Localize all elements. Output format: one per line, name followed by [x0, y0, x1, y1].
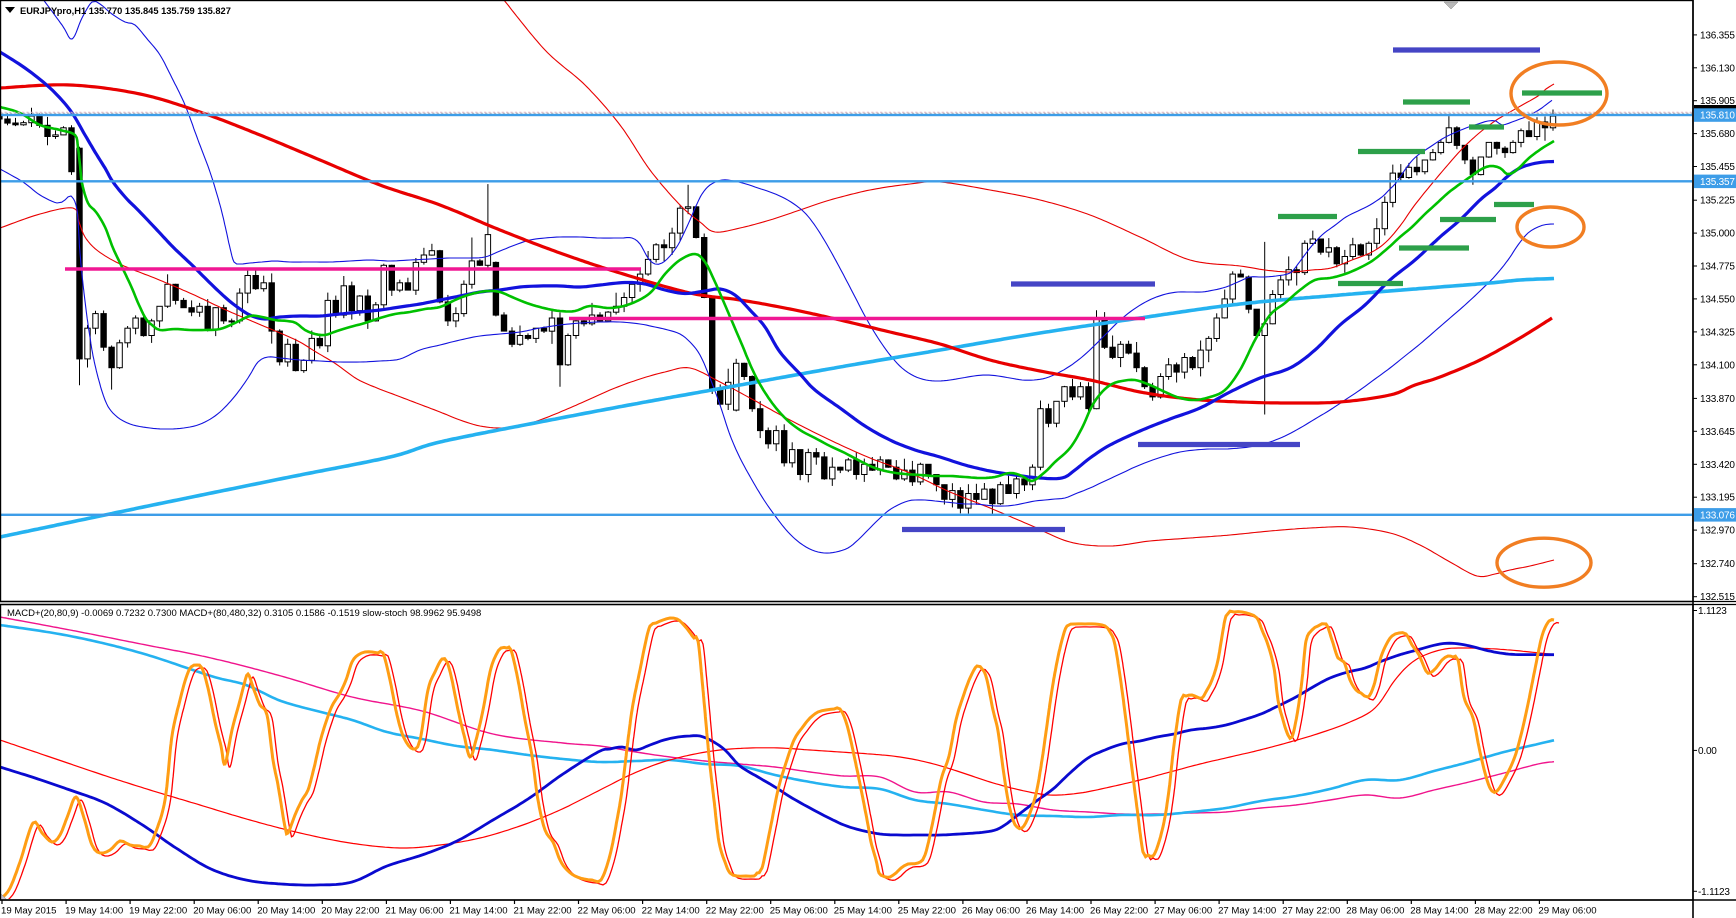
- svg-text:135.225: 135.225: [1700, 196, 1735, 207]
- svg-text:133.076: 133.076: [1700, 510, 1735, 521]
- svg-text:132.970: 132.970: [1700, 526, 1735, 537]
- svg-text:27 May 22:00: 27 May 22:00: [1282, 906, 1340, 917]
- svg-text:132.515: 132.515: [1700, 592, 1735, 603]
- svg-text:25 May 14:00: 25 May 14:00: [834, 906, 892, 917]
- svg-text:134.775: 134.775: [1700, 262, 1735, 273]
- svg-text:135.000: 135.000: [1700, 229, 1735, 240]
- svg-text:133.420: 133.420: [1700, 460, 1735, 471]
- svg-text:135.680: 135.680: [1700, 129, 1735, 140]
- svg-text:22 May 22:00: 22 May 22:00: [706, 906, 764, 917]
- svg-text:28 May 22:00: 28 May 22:00: [1474, 906, 1532, 917]
- svg-text:27 May 06:00: 27 May 06:00: [1154, 906, 1212, 917]
- svg-text:134.100: 134.100: [1700, 360, 1735, 371]
- svg-text:26 May 06:00: 26 May 06:00: [962, 906, 1020, 917]
- svg-text:22 May 06:00: 22 May 06:00: [578, 906, 636, 917]
- svg-text:25 May 06:00: 25 May 06:00: [770, 906, 828, 917]
- svg-text:134.325: 134.325: [1700, 327, 1735, 338]
- svg-text:21 May 22:00: 21 May 22:00: [514, 906, 572, 917]
- svg-text:27 May 14:00: 27 May 14:00: [1218, 906, 1276, 917]
- svg-text:20 May 14:00: 20 May 14:00: [257, 906, 315, 917]
- svg-text:133.195: 133.195: [1700, 493, 1735, 504]
- svg-text:21 May 14:00: 21 May 14:00: [449, 906, 507, 917]
- svg-text:133.645: 133.645: [1700, 427, 1735, 438]
- svg-text:135.357: 135.357: [1700, 177, 1735, 188]
- svg-text:20 May 22:00: 20 May 22:00: [321, 906, 379, 917]
- svg-text:-1.1123: -1.1123: [1698, 887, 1730, 898]
- svg-text:22 May 14:00: 22 May 14:00: [642, 906, 700, 917]
- svg-text:132.740: 132.740: [1700, 559, 1735, 570]
- svg-text:EURJPYpro,H1 135.770 135.845: EURJPYpro,H1 135.770 135.845 135.759 135…: [20, 6, 231, 16]
- svg-text:28 May 06:00: 28 May 06:00: [1346, 906, 1404, 917]
- svg-text:MACD+(20,80,9) -0.0069 0.7232: MACD+(20,80,9) -0.0069 0.7232 0.7300 MAC…: [7, 608, 481, 619]
- svg-text:136.355: 136.355: [1700, 30, 1735, 41]
- svg-text:25 May 22:00: 25 May 22:00: [898, 906, 956, 917]
- svg-text:29 May 06:00: 29 May 06:00: [1538, 906, 1596, 917]
- svg-text:26 May 14:00: 26 May 14:00: [1026, 906, 1084, 917]
- svg-text:136.130: 136.130: [1700, 63, 1735, 74]
- svg-text:1.1123: 1.1123: [1698, 606, 1727, 617]
- svg-text:20 May 06:00: 20 May 06:00: [193, 906, 251, 917]
- svg-text:134.550: 134.550: [1700, 294, 1735, 305]
- svg-text:19 May 14:00: 19 May 14:00: [65, 906, 123, 917]
- svg-text:26 May 22:00: 26 May 22:00: [1090, 906, 1148, 917]
- svg-text:135.810: 135.810: [1700, 111, 1735, 122]
- svg-text:133.870: 133.870: [1700, 394, 1735, 405]
- svg-text:135.455: 135.455: [1700, 162, 1735, 173]
- svg-text:28 May 14:00: 28 May 14:00: [1410, 906, 1468, 917]
- svg-text:19 May 2015: 19 May 2015: [1, 906, 56, 917]
- svg-text:0.00: 0.00: [1698, 746, 1717, 757]
- svg-text:21 May 06:00: 21 May 06:00: [385, 906, 443, 917]
- svg-text:135.905: 135.905: [1700, 96, 1735, 107]
- svg-text:19 May 22:00: 19 May 22:00: [129, 906, 187, 917]
